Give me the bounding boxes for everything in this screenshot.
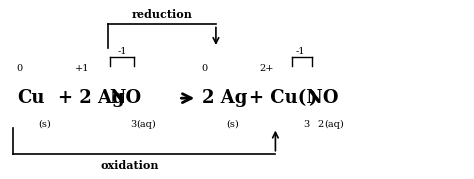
Text: 3: 3 — [130, 120, 137, 129]
Text: +1: +1 — [75, 64, 90, 73]
Text: Cu: Cu — [17, 89, 45, 107]
Text: 3: 3 — [303, 120, 310, 129]
Text: + 2 Ag: + 2 Ag — [58, 89, 125, 107]
Text: (s): (s) — [38, 120, 51, 129]
Text: (aq): (aq) — [324, 120, 344, 129]
Text: NO: NO — [109, 89, 142, 107]
Text: 2+: 2+ — [259, 64, 274, 73]
Text: ): ) — [308, 89, 317, 107]
Text: reduction: reduction — [132, 9, 192, 20]
Text: oxidation: oxidation — [100, 160, 158, 171]
Text: + Cu(NO: + Cu(NO — [249, 89, 338, 107]
Text: -1: -1 — [296, 47, 305, 56]
Text: 0: 0 — [16, 64, 22, 73]
Text: (aq): (aq) — [136, 120, 155, 129]
Text: -1: -1 — [117, 47, 127, 56]
Text: 0: 0 — [202, 64, 208, 73]
Text: 2: 2 — [318, 120, 324, 129]
Text: (s): (s) — [226, 120, 238, 129]
Text: 2 Ag: 2 Ag — [202, 89, 247, 107]
